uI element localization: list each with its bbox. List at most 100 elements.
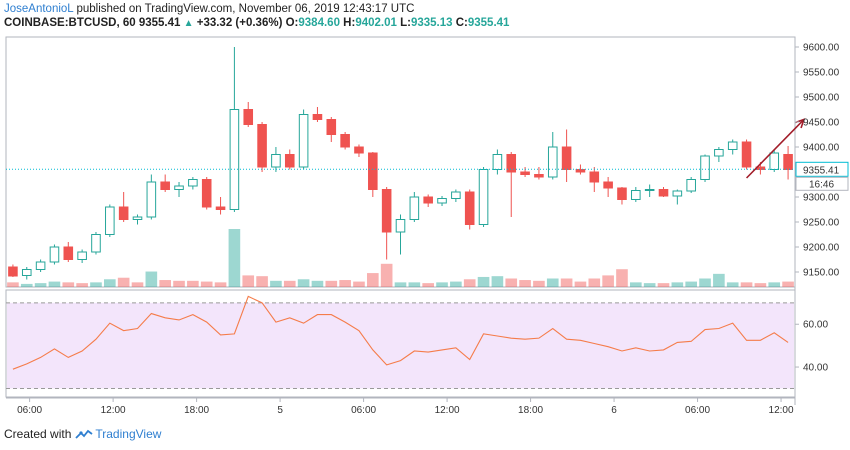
low-value: 9335.13 xyxy=(410,17,453,29)
candle-body xyxy=(506,154,517,173)
volume-bar xyxy=(242,275,255,287)
volume-bar xyxy=(657,283,670,287)
volume-bar xyxy=(145,271,158,287)
candle-body xyxy=(395,219,406,233)
time-tick-label: 06:00 xyxy=(685,405,710,416)
symbol-label: COINBASE:BTCUSD, 60 xyxy=(4,17,136,29)
publish-info: published on TradingView.com, November 0… xyxy=(76,3,415,15)
volume-bar xyxy=(630,282,642,287)
volume-bar xyxy=(671,282,684,287)
volume-bar xyxy=(782,281,794,287)
candle-body xyxy=(520,171,530,175)
volume-bar xyxy=(311,280,324,287)
volume-bar xyxy=(339,280,351,287)
volume-bar xyxy=(616,269,628,287)
volume-bar xyxy=(560,278,573,287)
price-tick-label: 9250.00 xyxy=(803,218,840,229)
volume-bar xyxy=(283,280,296,287)
time-tick-label: 12:00 xyxy=(435,405,460,416)
volume-bar xyxy=(90,282,102,287)
volume-bar xyxy=(104,279,116,287)
candle-body xyxy=(714,149,724,157)
price-tick-label: 9200.00 xyxy=(803,243,840,254)
rsi-tick-label: 40.00 xyxy=(803,363,828,374)
candle-body xyxy=(49,246,60,263)
candle-body xyxy=(658,189,669,197)
created-with-label: Created with xyxy=(4,427,72,441)
candle-body xyxy=(617,187,627,200)
rsi-band xyxy=(7,302,794,389)
candle-body xyxy=(160,181,170,190)
candle-body xyxy=(354,146,364,154)
high-value: 9402.01 xyxy=(355,17,397,29)
close-value: 9355.41 xyxy=(467,17,510,29)
candle-body xyxy=(271,154,281,168)
candle-body xyxy=(492,154,503,170)
candle-body xyxy=(534,174,544,178)
candle-body xyxy=(409,196,420,220)
candle-body xyxy=(229,109,240,210)
candle-body xyxy=(700,155,710,180)
time-tick-label: 06:00 xyxy=(351,405,376,416)
footer: Created with TradingView xyxy=(4,427,161,441)
candle-body xyxy=(35,261,46,270)
volume-bar xyxy=(533,280,545,287)
volume-bar xyxy=(62,282,75,287)
close-label: C: xyxy=(455,17,468,29)
open-value: 9384.60 xyxy=(298,17,340,29)
candle-body xyxy=(547,146,558,178)
candle-body xyxy=(478,169,489,225)
volume-bar xyxy=(726,282,739,287)
time-tick-label: 12:00 xyxy=(101,405,126,416)
volume-bar xyxy=(574,281,587,287)
time-tick-label: 06:00 xyxy=(17,405,42,416)
volume-bar xyxy=(20,283,33,287)
volume-bar xyxy=(34,283,47,287)
volume-bar xyxy=(200,281,213,287)
volume-bar xyxy=(117,277,130,287)
author-link[interactable]: JoseAntonioL xyxy=(4,3,74,15)
volume-bar xyxy=(367,273,379,287)
time-tick-label: 18:00 xyxy=(518,405,543,416)
volume-bar xyxy=(588,278,601,287)
time-tick-label: 6 xyxy=(611,405,617,416)
price-tick-label: 9150.00 xyxy=(803,268,840,279)
tradingview-brand-text: TradingView xyxy=(95,427,162,441)
candle-body xyxy=(174,185,184,190)
volume-bar xyxy=(270,280,282,287)
candle-body xyxy=(257,124,267,168)
volume-bar xyxy=(699,278,711,287)
candle-body xyxy=(243,109,254,125)
candle-body xyxy=(201,179,212,208)
last-price-tag xyxy=(795,161,849,177)
high-label: H: xyxy=(343,17,356,29)
candle-body xyxy=(146,181,157,218)
candle-body xyxy=(284,154,295,168)
volume-bar xyxy=(394,282,407,287)
candle-body xyxy=(451,191,461,199)
candle-body xyxy=(118,206,129,220)
last-price-label: 9355.41 xyxy=(803,165,840,176)
rsi-tick-label: 60.00 xyxy=(803,320,828,331)
price-tick-label: 9300.00 xyxy=(803,193,840,204)
volume-bar xyxy=(477,276,490,287)
candle-body xyxy=(312,114,323,120)
candle-body xyxy=(783,154,793,170)
open-label: O: xyxy=(285,17,299,29)
candle-body xyxy=(631,190,641,200)
candle-body xyxy=(77,251,87,260)
volume-bar xyxy=(768,282,781,287)
volume-bar xyxy=(256,276,268,287)
low-label: L: xyxy=(400,17,411,29)
trend-arrow-line xyxy=(745,118,805,179)
volume-bar xyxy=(408,282,421,287)
volume-bar xyxy=(7,282,19,287)
volume-bar xyxy=(713,273,725,287)
volume-bar xyxy=(159,280,171,287)
candle-body xyxy=(437,198,447,204)
volume-bar xyxy=(450,281,462,287)
tradingview-brand[interactable]: TradingView xyxy=(75,427,161,441)
volume-bar xyxy=(685,281,697,287)
candle-body xyxy=(575,169,586,173)
